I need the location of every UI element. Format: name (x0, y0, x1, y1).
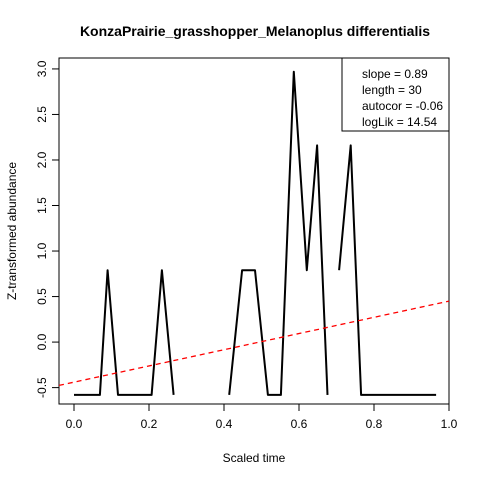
y-tick-label: 2.0 (35, 151, 49, 168)
legend-box (341, 57, 450, 132)
y-tick-label: 2.5 (35, 106, 49, 123)
legend-line: autocor = -0.06 (362, 99, 443, 113)
y-tick-label: 1.5 (35, 197, 49, 214)
x-tick-label: 0.8 (366, 417, 383, 431)
y-tick-label: 0.0 (35, 333, 49, 350)
x-axis: 0.0 0.2 0.4 0.6 0.8 1.0 (66, 403, 458, 431)
x-tick-label: 0.0 (66, 417, 83, 431)
series-line-segment (338, 144, 437, 396)
y-tick-label: 0.5 (35, 288, 49, 305)
chart-title: KonzaPrairie_grasshopper_Melanoplus diff… (80, 23, 430, 39)
y-tick-label: 3.0 (35, 60, 49, 77)
y-tick-label: -0.5 (35, 377, 49, 398)
legend-line: slope = 0.89 (362, 67, 428, 81)
x-tick-label: 0.4 (216, 417, 233, 431)
y-axis-label: Z-transformed abundance (5, 162, 19, 300)
x-axis-label: Scaled time (223, 451, 286, 465)
x-tick-label: 0.6 (291, 417, 308, 431)
series-layer (74, 70, 437, 396)
legend-line: length = 30 (362, 83, 422, 97)
trend-line (58, 300, 450, 387)
series-line-segment (74, 269, 175, 396)
x-tick-label: 1.0 (441, 417, 458, 431)
x-tick-label: 0.2 (141, 417, 158, 431)
y-tick-label: 1.0 (35, 242, 49, 259)
legend: slope = 0.89 length = 30 autocor = -0.06 lo… (362, 67, 443, 129)
legend-line: logLik = 14.54 (362, 115, 437, 129)
series-line-segment (228, 70, 329, 396)
y-axis: -0.5 0.0 0.5 1.0 1.5 2.0 2.5 3.0 (35, 60, 60, 398)
